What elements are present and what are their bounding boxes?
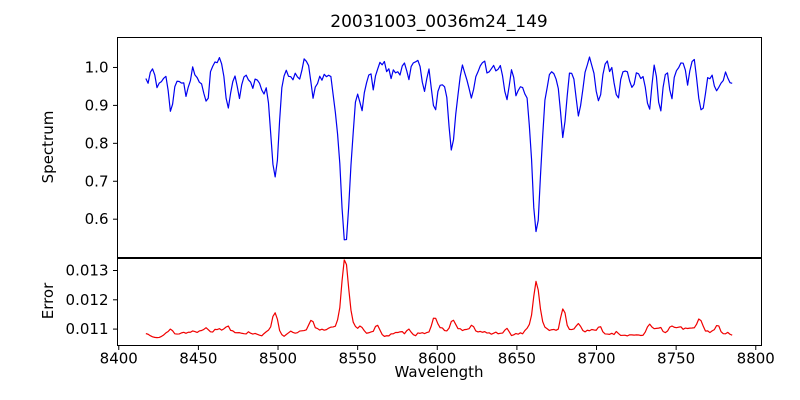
y-axis-label-error: Error <box>39 282 57 320</box>
x-tick-label: 8550 <box>339 350 377 368</box>
y-tick-label: 0.6 <box>85 210 109 228</box>
error-panel-frame <box>117 258 762 346</box>
y-tick-label: 0.7 <box>85 172 109 190</box>
y-axis-label-spectrum: Spectrum <box>39 110 57 184</box>
x-tick-label: 8750 <box>657 350 695 368</box>
y-tick-label: 0.013 <box>66 262 109 280</box>
x-tick-label: 8700 <box>577 350 615 368</box>
y-tick-label: 0.8 <box>85 134 109 152</box>
x-tick-label: 8600 <box>418 350 456 368</box>
spectrum-line <box>145 56 733 241</box>
x-tick-label: 8450 <box>179 350 217 368</box>
y-tick-label: 1.0 <box>85 58 109 76</box>
x-tick-label: 8800 <box>737 350 775 368</box>
y-tick-label: 0.011 <box>66 320 109 338</box>
x-tick-label: 8650 <box>498 350 536 368</box>
chart-title: 20031003_0036m24_149 <box>330 12 548 32</box>
y-tick-label: 0.9 <box>85 96 109 114</box>
x-axis-label: Wavelength <box>394 363 484 381</box>
x-tick-label: 8500 <box>259 350 297 368</box>
x-tick-label: 8400 <box>100 350 138 368</box>
error-line <box>145 259 733 339</box>
y-tick-label: 0.012 <box>66 291 109 309</box>
spectrum-panel-frame <box>117 37 762 258</box>
